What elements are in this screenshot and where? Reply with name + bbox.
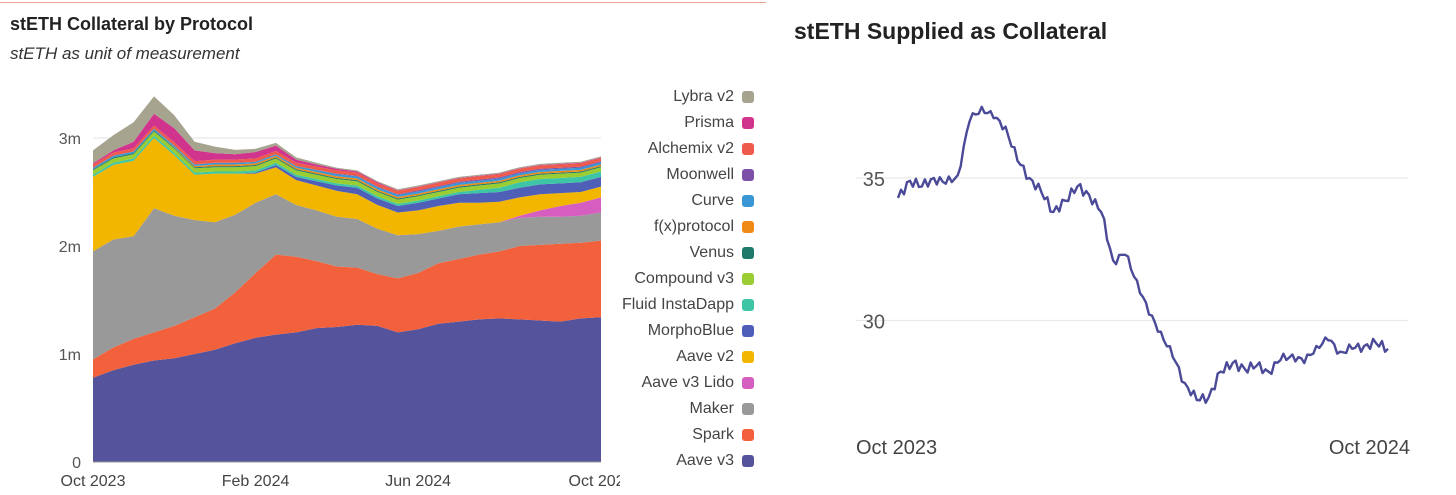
legend-label: Spark [692,426,734,443]
legend-item-spark[interactable]: Spark [584,422,754,448]
legend-label: Venus [689,244,734,261]
x-tick-label: Jun 2024 [385,473,451,490]
left-chart-panel: stETH Collateral by Protocol stETH as un… [0,2,766,490]
legend-label: Prisma [684,114,734,131]
legend-swatch [742,273,754,285]
chart-title: stETH Collateral by Protocol [10,14,254,34]
legend-swatch [742,169,754,181]
right-chart-panel: stETH Supplied as Collateral 30 35 Oct 202… [778,0,1456,495]
y-tick-label: 3m [59,131,81,148]
legend-label: Aave v3 [676,452,734,469]
y-tick-label: 1m [59,347,81,364]
legend-label: Aave v2 [676,348,734,365]
legend-label: Maker [689,400,734,417]
legend-item-fx-protocol[interactable]: f(x)protocol [584,214,754,240]
chart-subtitle: stETH as unit of measurement [10,44,240,63]
area-layer-alchemix-v2 [93,125,601,195]
legend-item-curve[interactable]: Curve [584,188,754,214]
area-layer-lybra-v2 [93,96,601,191]
legend-item-alchemix-v2[interactable]: Alchemix v2 [584,136,754,162]
legend-item-fluid[interactable]: Fluid InstaDapp [584,292,754,318]
chart-legend: Lybra v2 Prisma Alchemix v2 Moonwell Curve f(… [584,84,754,474]
legend-swatch [742,91,754,103]
legend-item-venus[interactable]: Venus [584,240,754,266]
legend-item-aave-v3[interactable]: Aave v3 [584,448,754,474]
legend-label: Curve [691,192,734,209]
line-chart-title: stETH Supplied as Collateral [794,18,1108,44]
y-tick-label: 0 [72,455,81,472]
legend-swatch [742,195,754,207]
legend-item-moonwell[interactable]: Moonwell [584,162,754,188]
legend-swatch [742,221,754,233]
series-line-steth-collateral [896,105,1389,404]
legend-swatch [742,325,754,337]
legend-item-prisma[interactable]: Prisma [584,110,754,136]
line-chart: 30 35 Oct 2023 Oct 2024 [856,105,1410,459]
legend-label: Compound v3 [634,270,734,287]
legend-swatch [742,299,754,311]
legend-swatch [742,143,754,155]
legend-label: Aave v3 Lido [641,374,734,391]
legend-label: Moonwell [666,166,734,183]
x-tick-label: Oct 2024 [569,473,620,490]
area-layer-maker [93,194,601,360]
x-tick-label: Oct 2023 [61,473,126,490]
area-layer-aave-v3 [93,317,601,462]
legend-label: MorphoBlue [647,322,734,339]
legend-swatch [742,377,754,389]
legend-item-lybra-v2[interactable]: Lybra v2 [584,84,754,110]
legend-label: Fluid InstaDapp [621,296,734,313]
area-layer-aave-v2 [93,138,601,252]
legend-swatch [742,247,754,259]
legend-swatch [742,455,754,467]
x-tick-label: Oct 2024 [1329,437,1410,459]
y-tick-label: 30 [863,311,885,333]
legend-swatch [742,351,754,363]
legend-item-compound-v3[interactable]: Compound v3 [584,266,754,292]
x-tick-label: Oct 2023 [856,437,937,459]
legend-swatch [742,429,754,441]
top-divider [0,2,766,3]
legend-item-aave-v3-lido[interactable]: Aave v3 Lido [584,370,754,396]
legend-item-aave-v2[interactable]: Aave v2 [584,344,754,370]
legend-label: f(x)protocol [653,218,734,235]
y-tick-label: 35 [863,169,885,191]
area-layer-prisma [93,113,601,191]
area-layer-morphoblue [93,138,601,213]
stacked-area-chart: 0 1m 2m 3m Oct 2023 Feb 2024 Jun 2024 Oct 2024 [59,96,620,490]
legend-swatch [742,403,754,415]
area-layer-spark [93,240,601,378]
legend-label: Lybra v2 [673,88,734,105]
y-tick-label: 2m [59,239,81,256]
legend-swatch [742,117,754,129]
legend-item-morphoblue[interactable]: MorphoBlue [584,318,754,344]
x-tick-label: Feb 2024 [222,473,290,490]
legend-label: Alchemix v2 [647,140,734,157]
legend-item-maker[interactable]: Maker [584,396,754,422]
